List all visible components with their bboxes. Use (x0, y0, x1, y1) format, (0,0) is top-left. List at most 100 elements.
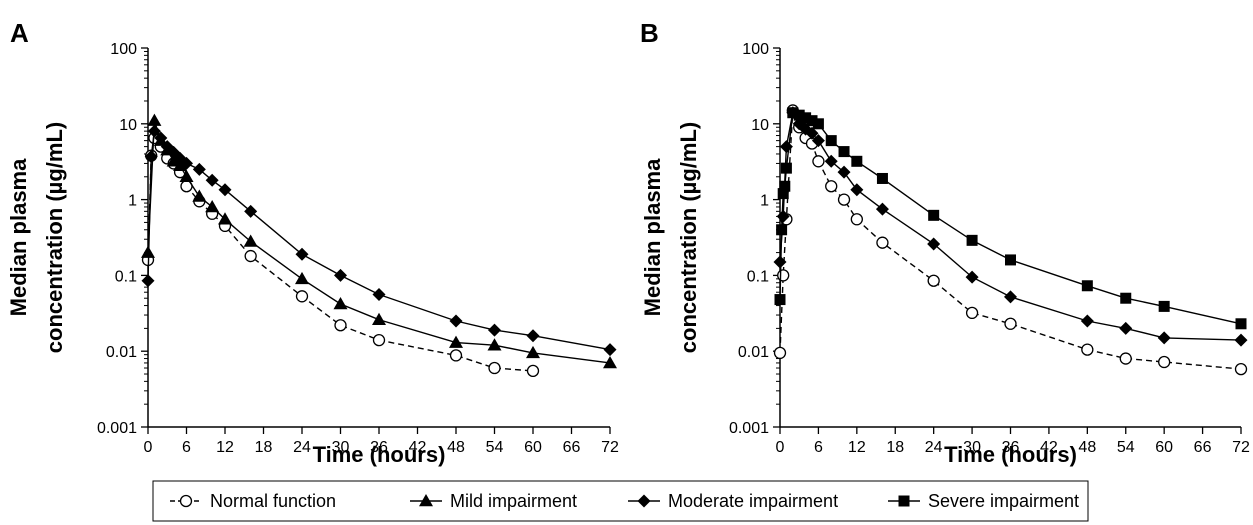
data-point (141, 245, 155, 258)
legend-item-moderate-impairment: Moderate impairment (628, 491, 838, 511)
data-point (851, 155, 863, 167)
legend-item-severe-impairment: Severe impairment (888, 491, 1079, 511)
data-point (1120, 292, 1132, 304)
data-point (526, 329, 540, 343)
data-point (205, 173, 219, 187)
legend-label: Mild impairment (450, 491, 577, 511)
data-point (774, 294, 786, 306)
x-axis-title: Time (hours) (944, 442, 1077, 467)
y-tick-label: 100 (742, 41, 769, 58)
x-tick-label: 6 (814, 439, 823, 456)
x-tick-label: 66 (563, 439, 581, 456)
data-point (876, 172, 888, 184)
x-tick-label: 30 (332, 439, 350, 456)
x-tick-label: 60 (524, 439, 542, 456)
data-point (776, 209, 790, 223)
data-point (449, 349, 463, 362)
data-point (333, 296, 348, 310)
chart-panel-a: A 0.001 0.01 0.1 1 10 100 0 6 12 18 24 30 36 42 48 54 60 6… (6, 18, 619, 467)
x-tick-label: 30 (963, 439, 981, 456)
data-point (1080, 314, 1094, 328)
legend-marker (637, 494, 651, 508)
x-tick-label: 66 (1194, 439, 1212, 456)
data-point (1235, 318, 1247, 330)
data-point (144, 150, 158, 164)
data-point (295, 290, 309, 303)
data-point (1157, 331, 1171, 345)
x-tick-label: 0 (144, 439, 153, 456)
series-line (147, 120, 611, 364)
x-tick-label: 72 (601, 439, 619, 456)
data-point (875, 202, 889, 216)
y-tick-label: 1 (128, 193, 137, 210)
x-tick-label: 24 (925, 439, 943, 456)
series-mild-impairment (141, 113, 617, 369)
data-point (812, 118, 824, 130)
data-point (773, 255, 787, 269)
data-point (154, 131, 168, 145)
y-tick-label: 0.1 (115, 268, 137, 285)
data-point (147, 124, 161, 138)
y-tick-label: 10 (751, 117, 769, 134)
y-tick-label: 0.001 (97, 420, 137, 437)
data-point (334, 268, 347, 282)
y-axis-title-line1: Median plasma (640, 158, 665, 316)
data-point (965, 270, 979, 284)
data-point (825, 135, 837, 147)
y-axis-title-line1: Median plasma (6, 158, 31, 316)
data-point (603, 355, 617, 369)
data-point (773, 346, 787, 360)
x-tick-label: 18 (255, 439, 273, 456)
x-tick-label: 48 (1078, 439, 1096, 456)
data-point (965, 306, 979, 320)
x-tick-label: 48 (447, 439, 465, 456)
data-point (218, 183, 232, 197)
data-point (1234, 362, 1248, 376)
data-point (850, 183, 864, 197)
data-point (1004, 317, 1017, 330)
data-point (147, 113, 162, 126)
data-point (1119, 321, 1133, 335)
data-point (806, 115, 818, 127)
legend-marker (419, 494, 433, 507)
series-normal-function (773, 104, 1248, 376)
panel-label: B (640, 18, 659, 48)
x-tick-label: 60 (1155, 439, 1173, 456)
data-point (295, 271, 309, 285)
data-point (180, 156, 193, 170)
data-point (1158, 355, 1171, 369)
data-point (179, 169, 194, 183)
series-moderate-impairment (141, 124, 617, 357)
data-point (487, 338, 502, 351)
x-tick-label: 72 (1232, 439, 1250, 456)
data-point (1158, 300, 1170, 312)
data-point (526, 364, 540, 378)
data-point (141, 274, 155, 288)
y-tick-label: 10 (119, 117, 137, 134)
legend-item-mild-impairment: Mild impairment (410, 491, 577, 511)
x-tick-label: 18 (886, 439, 904, 456)
data-point (838, 146, 850, 158)
data-point (244, 249, 257, 263)
data-point (526, 345, 540, 359)
data-point (837, 193, 851, 206)
data-point (800, 112, 812, 124)
x-axis-title: Time (hours) (313, 442, 446, 467)
data-point (825, 180, 838, 193)
legend-box (152, 480, 1089, 522)
x-tick-label: 36 (370, 439, 388, 456)
x-tick-label: 42 (409, 439, 427, 456)
data-point (850, 213, 863, 226)
data-point (1234, 333, 1248, 347)
data-point (777, 269, 790, 282)
data-point (1005, 254, 1016, 266)
legend-label: Normal function (210, 491, 336, 511)
data-point (205, 199, 220, 213)
x-tick-label: 24 (293, 439, 311, 456)
y-tick-label: 100 (110, 41, 137, 58)
x-tick-label: 12 (216, 439, 234, 456)
data-point (449, 335, 463, 348)
data-point (927, 274, 940, 287)
data-point (218, 212, 232, 225)
